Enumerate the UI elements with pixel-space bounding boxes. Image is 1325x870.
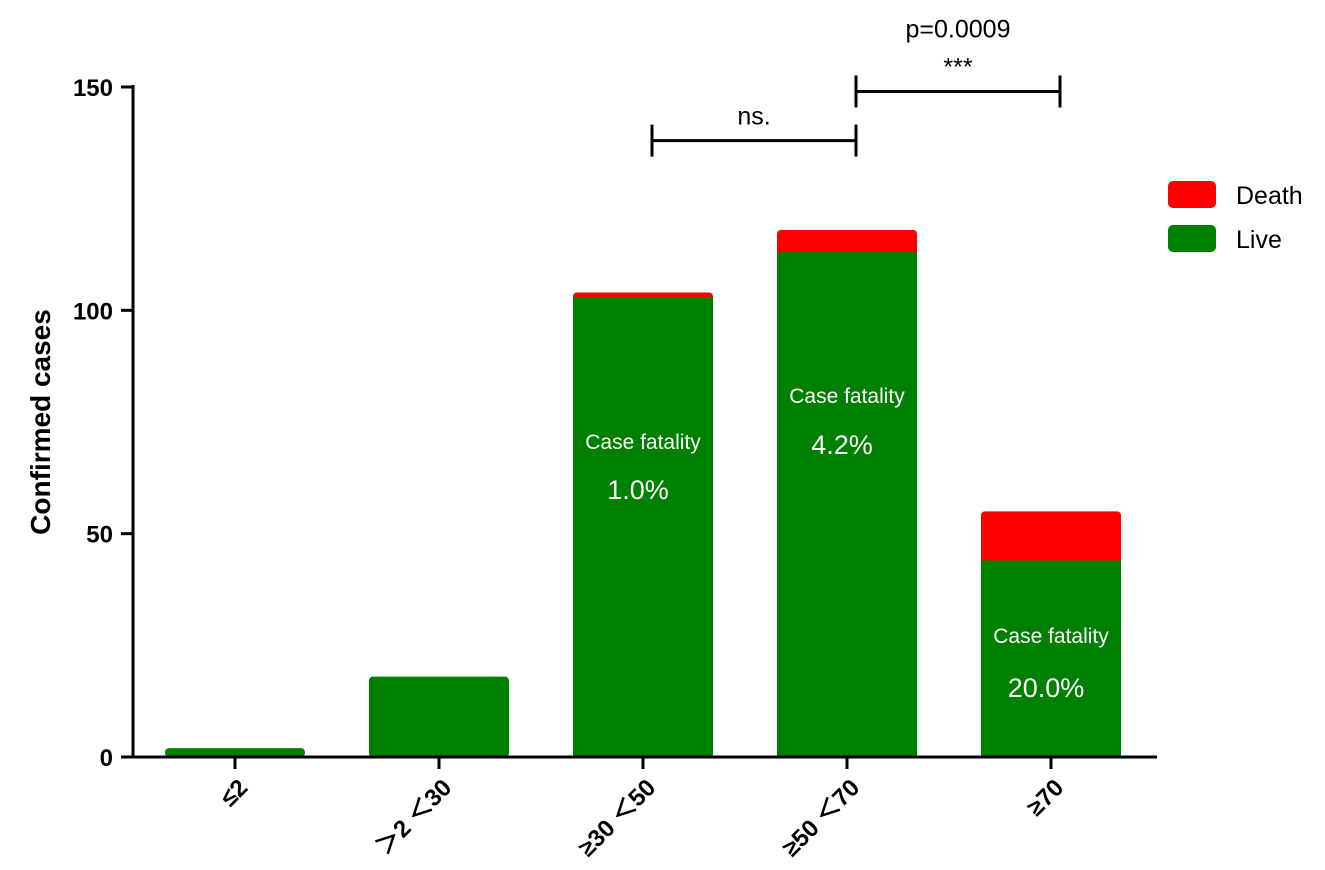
x-tick-label: ≥50 ＜70 <box>777 774 865 862</box>
bar-live <box>573 296 713 757</box>
case-fatality-label: Case fatality <box>585 431 701 454</box>
x-tick-label: ≥70 <box>1022 774 1069 821</box>
x-tick-label: ≥30 ＜50 <box>573 774 661 862</box>
legend: Death Live <box>1168 181 1303 254</box>
significance-label: ns. <box>737 103 770 131</box>
legend-label-death: Death <box>1236 182 1303 210</box>
bar-live <box>369 676 509 757</box>
case-fatality-label: Case fatality <box>993 625 1109 648</box>
case-fatality-value: 20.0% <box>1008 673 1085 703</box>
case-fatality-label: Case fatality <box>789 385 905 408</box>
bar-live <box>165 748 305 757</box>
legend-swatch-live <box>1168 225 1216 252</box>
x-tick-label: ＞2 ＜30 <box>371 774 457 860</box>
x-tick-label: ≤2 <box>215 774 253 812</box>
case-fatality-annotations: Case fatality 1.0% Case fatality 4.2% Case f… <box>585 385 1109 703</box>
y-tick-label: 0 <box>100 745 113 772</box>
case-fatality-value: 1.0% <box>607 475 669 505</box>
significance-brackets: ns. p=0.0009 *** <box>650 15 1062 157</box>
axes <box>131 85 1157 759</box>
y-tick-label: 150 <box>73 75 113 102</box>
y-ticks: 0 50 100 150 <box>73 75 133 772</box>
legend-label-live: Live <box>1236 226 1282 254</box>
bar-live <box>777 252 917 757</box>
significance-label: p=0.0009 <box>906 15 1011 43</box>
bars-layer <box>165 229 1121 757</box>
case-fatality-value: 4.2% <box>811 430 873 460</box>
x-ticks: ≤2 ＞2 ＜30 ≥30 ＜50 ≥50 ＜70 ≥70 <box>215 757 1069 862</box>
y-tick-label: 50 <box>86 522 113 549</box>
y-tick-label: 100 <box>73 298 113 325</box>
bar-live <box>981 560 1121 757</box>
legend-swatch-death <box>1168 181 1216 208</box>
y-axis-label: Confirmed cases <box>25 309 56 535</box>
significance-label: *** <box>943 53 972 81</box>
